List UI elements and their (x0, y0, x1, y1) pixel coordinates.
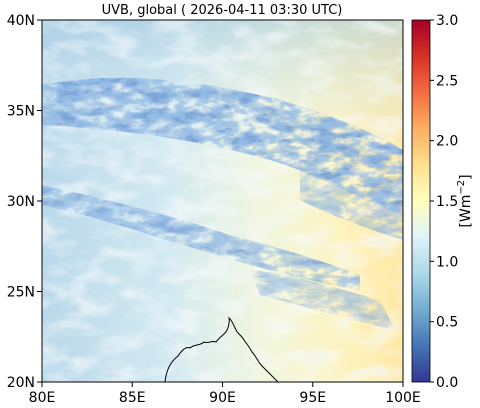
y-tick-label: 30N (7, 194, 35, 210)
colorbar-tick-label: 1.0 (436, 254, 458, 270)
colorbar-tick-label: 3.0 (436, 13, 458, 29)
x-tick-label: 85E (119, 390, 146, 406)
y-tick-label: 35N (7, 104, 35, 120)
colorbar-tick-label: 0.5 (436, 315, 458, 331)
y-tick-label: 25N (7, 285, 35, 301)
x-tick-label: 80E (29, 390, 56, 406)
coastline (164, 316, 279, 382)
colorbar-tick-label: 2.5 (436, 73, 458, 89)
y-tick-label: 40N (7, 13, 35, 29)
colorbar-gradient (411, 19, 431, 383)
x-tick-label: 95E (299, 390, 326, 406)
colorbar-tick-label: 1.5 (436, 194, 458, 210)
colorbar-tick-label: 2.0 (436, 134, 458, 150)
colorbar: 0.0 0.5 1.0 1.5 2.0 2.5 3.0 [Wm−2] (411, 13, 474, 391)
colorbar-label: [Wm−2] (456, 174, 474, 227)
map-title: UVB, global ( 2026-04-11 03:30 UTC) (102, 3, 343, 18)
colorbar-ticks: 0.0 0.5 1.0 1.5 2.0 2.5 3.0 (430, 13, 458, 391)
y-tick-label: 20N (7, 375, 35, 391)
colorbar-tick-label: 0.0 (436, 375, 458, 391)
uvb-map-area (42, 20, 403, 382)
x-tick-label: 100E (385, 390, 421, 406)
y-axis: 20N 25N 30N 35N 40N (7, 13, 42, 391)
x-axis: 80E 85E 90E 95E 100E (29, 382, 421, 406)
x-tick-label: 90E (209, 390, 236, 406)
